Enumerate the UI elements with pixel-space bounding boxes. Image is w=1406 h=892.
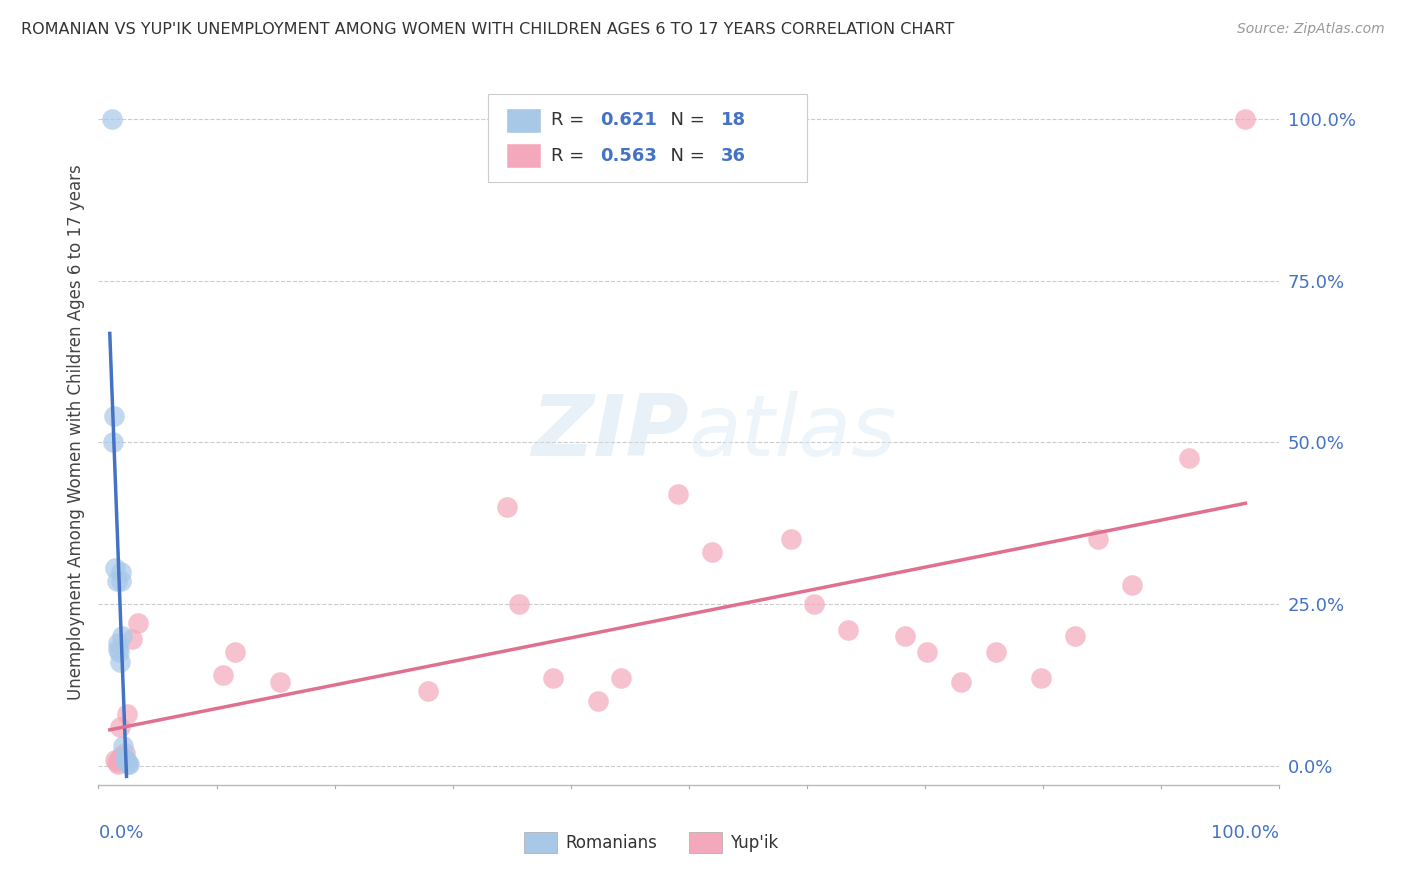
- Point: [112, 753, 135, 767]
- Text: 0.621: 0.621: [600, 112, 657, 129]
- Point: [110, 574, 132, 589]
- Point: [666, 487, 689, 501]
- FancyBboxPatch shape: [488, 95, 807, 183]
- Point: [212, 668, 235, 682]
- Point: [114, 746, 136, 760]
- Point: [110, 565, 132, 579]
- Text: ZIP: ZIP: [531, 391, 689, 475]
- Point: [108, 720, 131, 734]
- Text: R =: R =: [551, 146, 589, 165]
- Point: [112, 739, 135, 754]
- Point: [108, 655, 131, 669]
- Point: [541, 671, 564, 685]
- Point: [1087, 533, 1109, 547]
- Point: [508, 597, 530, 611]
- Text: 0.0%: 0.0%: [98, 823, 143, 842]
- Text: ROMANIAN VS YUP'IK UNEMPLOYMENT AMONG WOMEN WITH CHILDREN AGES 6 TO 17 YEARS COR: ROMANIAN VS YUP'IK UNEMPLOYMENT AMONG WO…: [21, 22, 955, 37]
- Text: Romanians: Romanians: [565, 834, 657, 852]
- Point: [269, 674, 291, 689]
- Point: [803, 597, 825, 611]
- Point: [110, 748, 132, 763]
- Point: [114, 752, 136, 766]
- Text: 36: 36: [721, 146, 745, 165]
- Point: [1177, 451, 1199, 466]
- Point: [105, 574, 128, 589]
- Point: [700, 545, 723, 559]
- Text: atlas: atlas: [689, 391, 897, 475]
- Point: [107, 756, 129, 771]
- Point: [1121, 577, 1143, 591]
- Point: [224, 645, 246, 659]
- Point: [416, 684, 439, 698]
- Point: [103, 435, 125, 450]
- Point: [107, 636, 129, 650]
- Point: [1234, 112, 1257, 126]
- Point: [117, 756, 139, 771]
- Point: [610, 671, 633, 685]
- FancyBboxPatch shape: [506, 108, 541, 133]
- Point: [118, 757, 141, 772]
- Point: [1029, 671, 1052, 685]
- Point: [104, 753, 127, 767]
- Point: [586, 694, 609, 708]
- Y-axis label: Unemployment Among Women with Children Ages 6 to 17 years: Unemployment Among Women with Children A…: [66, 165, 84, 700]
- Text: N =: N =: [659, 146, 711, 165]
- Point: [103, 409, 125, 424]
- Point: [107, 642, 129, 657]
- Point: [837, 623, 859, 637]
- Point: [115, 706, 138, 721]
- FancyBboxPatch shape: [689, 832, 723, 854]
- Point: [1064, 629, 1087, 643]
- Point: [101, 112, 124, 126]
- Text: 0.563: 0.563: [600, 146, 657, 165]
- FancyBboxPatch shape: [523, 832, 557, 854]
- Point: [780, 533, 803, 547]
- Point: [893, 629, 915, 643]
- Point: [121, 632, 143, 647]
- Point: [111, 629, 134, 643]
- Point: [917, 645, 939, 659]
- Point: [114, 753, 136, 767]
- FancyBboxPatch shape: [506, 143, 541, 169]
- Point: [108, 645, 131, 659]
- Point: [115, 756, 138, 770]
- Text: Yup'ik: Yup'ik: [730, 834, 779, 852]
- Point: [127, 616, 149, 631]
- Text: 18: 18: [721, 112, 747, 129]
- Text: Source: ZipAtlas.com: Source: ZipAtlas.com: [1237, 22, 1385, 37]
- Text: N =: N =: [659, 112, 711, 129]
- Text: R =: R =: [551, 112, 589, 129]
- Point: [496, 500, 519, 514]
- Point: [105, 756, 128, 770]
- Text: 100.0%: 100.0%: [1212, 823, 1279, 842]
- Point: [108, 752, 131, 766]
- Point: [111, 751, 134, 765]
- Point: [984, 645, 1007, 659]
- Point: [104, 561, 127, 575]
- Point: [950, 674, 973, 689]
